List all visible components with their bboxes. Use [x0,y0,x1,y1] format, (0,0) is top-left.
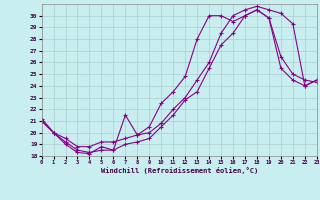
X-axis label: Windchill (Refroidissement éolien,°C): Windchill (Refroidissement éolien,°C) [100,167,258,174]
